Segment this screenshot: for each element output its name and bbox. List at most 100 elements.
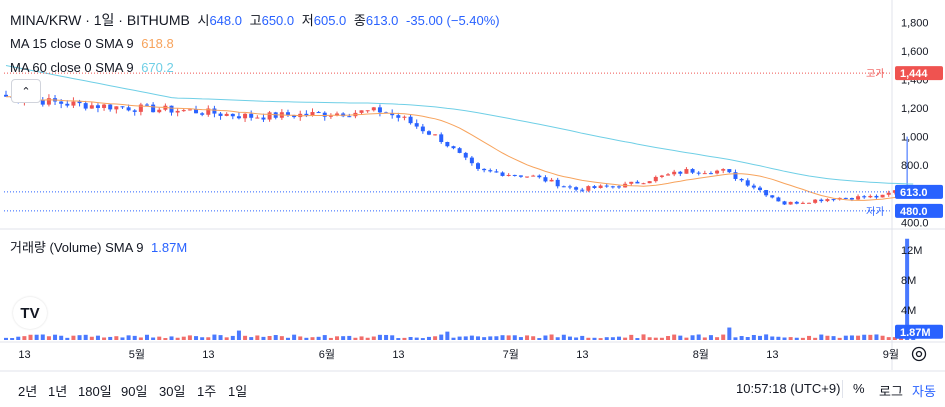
candle-body[interactable] bbox=[727, 169, 732, 173]
candle-body[interactable] bbox=[549, 179, 554, 182]
volume-bar[interactable] bbox=[733, 337, 738, 340]
volume-bar[interactable] bbox=[672, 334, 677, 340]
volume-bar[interactable] bbox=[175, 337, 180, 340]
candle-body[interactable] bbox=[794, 201, 799, 204]
candle-body[interactable] bbox=[89, 105, 94, 109]
volume-bar[interactable] bbox=[163, 338, 168, 340]
volume-bar[interactable] bbox=[347, 335, 352, 340]
volume-bar[interactable] bbox=[157, 336, 162, 340]
volume-bar[interactable] bbox=[463, 336, 468, 340]
candle-body[interactable] bbox=[328, 115, 333, 117]
range-1d-button[interactable]: 1일 bbox=[228, 384, 248, 399]
candle-body[interactable] bbox=[843, 197, 848, 199]
volume-bar[interactable] bbox=[151, 337, 156, 340]
volume-bar[interactable] bbox=[770, 336, 775, 340]
candle-body[interactable] bbox=[702, 173, 707, 175]
candle-body[interactable] bbox=[580, 189, 585, 191]
candle-body[interactable] bbox=[856, 196, 861, 200]
candle-body[interactable] bbox=[561, 186, 566, 188]
volume-bar[interactable] bbox=[469, 335, 474, 340]
volume-bar[interactable] bbox=[635, 338, 640, 340]
candle-body[interactable] bbox=[359, 110, 364, 113]
candle-body[interactable] bbox=[629, 181, 634, 184]
candle-body[interactable] bbox=[402, 116, 407, 118]
volume-bar[interactable] bbox=[574, 337, 579, 340]
volume-bar[interactable] bbox=[623, 337, 628, 340]
candle-body[interactable] bbox=[880, 194, 885, 198]
volume-bar[interactable] bbox=[22, 336, 27, 340]
candle-body[interactable] bbox=[764, 190, 769, 196]
candle-body[interactable] bbox=[439, 134, 444, 143]
candle-body[interactable] bbox=[138, 104, 143, 112]
candle-body[interactable] bbox=[316, 112, 321, 114]
candle-body[interactable] bbox=[4, 94, 8, 97]
volume-bar[interactable] bbox=[445, 331, 450, 340]
volume-bar[interactable] bbox=[298, 336, 303, 340]
candle-body[interactable] bbox=[641, 183, 646, 185]
volume-bar[interactable] bbox=[549, 334, 554, 340]
volume-bar[interactable] bbox=[653, 337, 658, 340]
range-90d-button[interactable]: 90일 bbox=[121, 384, 148, 399]
volume-bar[interactable] bbox=[194, 336, 199, 340]
candle-body[interactable] bbox=[114, 106, 119, 110]
candle-body[interactable] bbox=[886, 192, 891, 195]
volume-bar[interactable] bbox=[494, 336, 499, 340]
candle-body[interactable] bbox=[151, 104, 156, 113]
candle-body[interactable] bbox=[531, 175, 536, 177]
volume-bar[interactable] bbox=[886, 337, 891, 340]
volume-bar[interactable] bbox=[531, 336, 536, 340]
volume-bar[interactable] bbox=[604, 337, 609, 340]
candle-body[interactable] bbox=[230, 113, 235, 117]
volume-bar[interactable] bbox=[249, 337, 254, 340]
volume-bar[interactable] bbox=[169, 336, 174, 340]
candle-body[interactable] bbox=[40, 100, 45, 105]
candle-body[interactable] bbox=[653, 176, 658, 182]
volume-bar[interactable] bbox=[126, 335, 131, 340]
volume-bar[interactable] bbox=[236, 330, 241, 340]
volume-bar[interactable] bbox=[757, 335, 762, 340]
volume-bar[interactable] bbox=[212, 334, 217, 340]
candle-body[interactable] bbox=[77, 101, 82, 104]
candle-body[interactable] bbox=[708, 173, 713, 175]
candle-body[interactable] bbox=[59, 101, 64, 104]
volume-bar[interactable] bbox=[206, 337, 211, 340]
candle-body[interactable] bbox=[751, 185, 756, 188]
volume-bar[interactable] bbox=[751, 334, 756, 340]
volume-bar[interactable] bbox=[328, 337, 333, 340]
volume-bar[interactable] bbox=[261, 336, 266, 340]
range-1y-button[interactable]: 1년 bbox=[48, 384, 68, 399]
candle-body[interactable] bbox=[187, 109, 192, 111]
volume-bar[interactable] bbox=[905, 238, 910, 340]
candle-body[interactable] bbox=[696, 172, 701, 174]
candle-body[interactable] bbox=[181, 110, 186, 112]
candle-body[interactable] bbox=[83, 103, 88, 109]
volume-bar[interactable] bbox=[856, 335, 861, 340]
collapse-legend-button[interactable]: ⌃ bbox=[11, 79, 41, 103]
candle-body[interactable] bbox=[396, 115, 401, 118]
candle-body[interactable] bbox=[292, 115, 297, 118]
volume-bar[interactable] bbox=[108, 336, 113, 340]
candle-body[interactable] bbox=[46, 98, 51, 105]
auto-scale-button[interactable]: 자동 bbox=[912, 384, 936, 399]
candle-body[interactable] bbox=[194, 109, 199, 114]
candle-body[interactable] bbox=[506, 174, 511, 176]
candle-body[interactable] bbox=[224, 113, 229, 116]
volume-bar[interactable] bbox=[426, 336, 431, 340]
candle-body[interactable] bbox=[243, 113, 248, 119]
volume-bar[interactable] bbox=[843, 335, 848, 340]
candle-body[interactable] bbox=[512, 174, 517, 176]
volume-legend[interactable]: 거래량 (Volume) SMA 9 1.87M bbox=[10, 237, 191, 256]
volume-bar[interactable] bbox=[874, 334, 879, 340]
candle-body[interactable] bbox=[604, 185, 609, 187]
volume-bar[interactable] bbox=[457, 336, 462, 340]
candle-body[interactable] bbox=[95, 105, 100, 108]
candle-body[interactable] bbox=[739, 178, 744, 181]
candle-body[interactable] bbox=[212, 108, 217, 114]
candle-body[interactable] bbox=[684, 169, 689, 174]
volume-bar[interactable] bbox=[561, 334, 566, 340]
candle-body[interactable] bbox=[770, 195, 775, 198]
volume-bar[interactable] bbox=[610, 337, 615, 340]
volume-bar[interactable] bbox=[776, 336, 781, 340]
volume-bar[interactable] bbox=[243, 335, 248, 340]
candle-body[interactable] bbox=[672, 171, 677, 175]
